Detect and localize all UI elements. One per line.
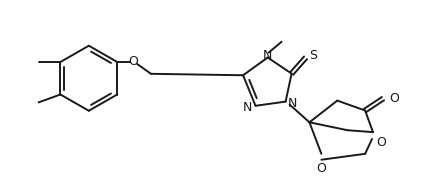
Text: N: N (263, 49, 272, 62)
Text: N: N (288, 97, 297, 110)
Text: O: O (389, 92, 399, 105)
Text: O: O (316, 162, 326, 175)
Text: O: O (376, 136, 386, 149)
Text: N: N (243, 101, 252, 114)
Text: S: S (310, 49, 317, 62)
Text: O: O (128, 56, 138, 68)
